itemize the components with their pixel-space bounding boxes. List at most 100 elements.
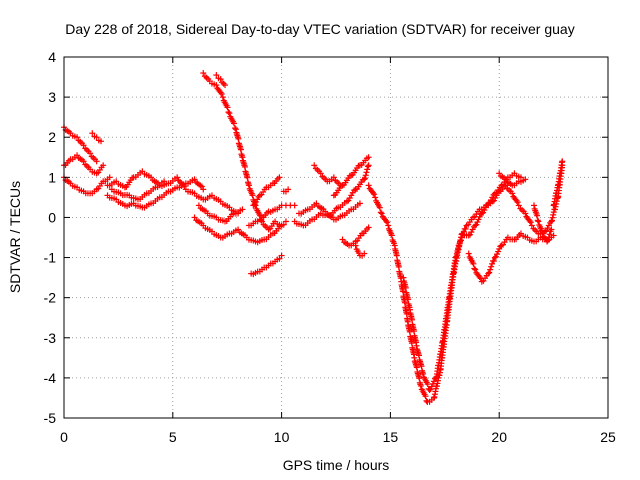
data-point-fill [225, 109, 232, 116]
data-point [89, 130, 96, 137]
data-point [385, 222, 392, 229]
data-point [378, 210, 385, 217]
y-tick-label: -1 [44, 250, 57, 266]
data-point [522, 176, 529, 183]
data-point-fill [486, 269, 493, 276]
y-tick-label: 0 [48, 209, 56, 225]
data-point-fill [545, 234, 552, 241]
data-point [282, 218, 289, 225]
data-point-fill [494, 251, 501, 258]
data-point-fill [514, 199, 521, 206]
data-point-fill [546, 231, 553, 238]
data-point [74, 134, 81, 141]
data-point [535, 218, 542, 225]
data-point-fill [544, 237, 551, 244]
data-point-fill [423, 397, 430, 404]
axis-ticks [63, 56, 609, 419]
data-point [420, 370, 427, 377]
data-point-fill [462, 225, 469, 232]
data-point [291, 202, 298, 209]
y-tick-label: 4 [48, 49, 56, 65]
data-point-fill [364, 163, 371, 170]
data-point [352, 242, 359, 249]
data-point-fill [534, 212, 541, 219]
data-point [219, 94, 226, 101]
data-point-fill [475, 216, 482, 223]
data-point-fill [258, 217, 265, 224]
plot-frame [63, 56, 609, 419]
data-point [311, 162, 318, 169]
x-tick-label: 25 [600, 429, 616, 445]
data-point [485, 200, 492, 207]
data-point [80, 158, 87, 165]
y-axis-label: SDTVAR / TECUs [7, 181, 23, 293]
data-point [285, 186, 292, 193]
data-point [417, 382, 424, 389]
data-point [365, 154, 372, 161]
data-point [485, 270, 492, 277]
data-points [61, 70, 566, 405]
x-axis-label: GPS time / hours [283, 457, 390, 473]
x-tick-label: 0 [60, 429, 68, 445]
data-point-fill [527, 219, 534, 226]
data-point [539, 230, 546, 237]
data-point-fill [476, 213, 483, 220]
data-point [544, 238, 551, 245]
data-point [174, 174, 181, 181]
data-point [548, 226, 555, 233]
data-point-fill [470, 260, 477, 267]
data-point [365, 224, 372, 231]
y-tick-label: 2 [48, 129, 56, 145]
data-point [361, 176, 368, 183]
data-point-fill [424, 381, 431, 388]
data-point-fill [249, 192, 256, 199]
data-point-fill [254, 196, 261, 203]
data-point [226, 110, 233, 117]
data-point-fill [538, 227, 545, 234]
data-point [97, 138, 104, 145]
data-point [106, 174, 113, 181]
y-tick-label: -3 [44, 330, 57, 346]
data-point-fill [363, 169, 370, 176]
data-point [531, 202, 538, 209]
data-point [278, 252, 285, 259]
data-point [491, 254, 498, 261]
data-point-fill [364, 166, 371, 173]
data-point [80, 142, 87, 149]
data-point-fill [473, 221, 480, 228]
data-point-fill [468, 229, 475, 236]
data-point [276, 174, 283, 181]
x-tick-label: 20 [491, 429, 507, 445]
data-point-fill [480, 209, 487, 216]
data-point [217, 76, 224, 83]
data-point-fill [496, 245, 503, 252]
data-point [317, 170, 324, 177]
data-point-fill [495, 248, 502, 255]
data-point-fill [376, 204, 383, 211]
data-point-fill [362, 172, 369, 179]
data-point-fill [474, 219, 481, 226]
data-point-fill [362, 175, 369, 182]
data-point-fill [430, 378, 437, 385]
data-point [472, 266, 479, 273]
data-point [245, 182, 252, 189]
data-point-fill [471, 265, 478, 272]
data-point-fill [252, 199, 259, 205]
data-point-fill [469, 226, 476, 233]
data-point-fill [251, 201, 258, 208]
y-tick-label: 1 [48, 169, 56, 185]
data-point [472, 222, 479, 229]
data-point [93, 158, 100, 165]
data-point [213, 82, 220, 89]
data-point-fill [371, 191, 378, 198]
data-point [515, 202, 522, 209]
data-point-fill [486, 199, 493, 206]
data-point-fill [428, 383, 435, 390]
data-point-fill [231, 125, 238, 132]
y-tick-label: -2 [44, 290, 57, 306]
data-point [356, 200, 363, 207]
data-point [100, 162, 107, 169]
data-point-fill [490, 258, 497, 265]
data-point [365, 182, 372, 189]
